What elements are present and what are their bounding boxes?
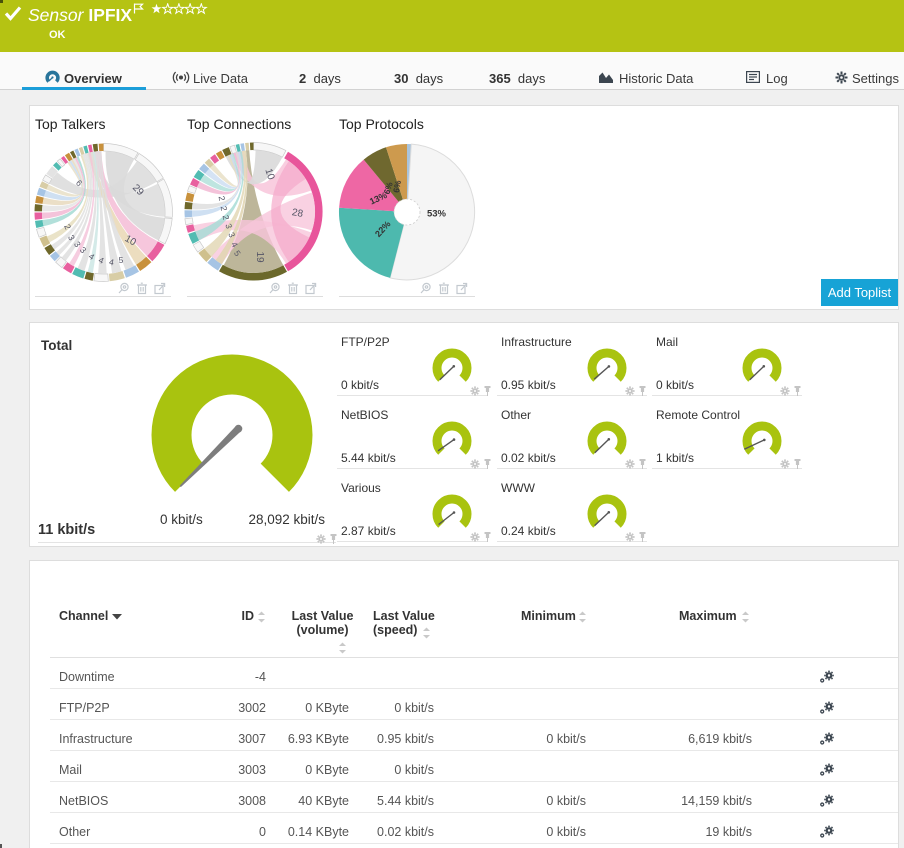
svg-text:6%: 6% xyxy=(391,179,403,193)
svg-text:19: 19 xyxy=(254,251,265,263)
svg-text:5: 5 xyxy=(232,248,243,258)
svg-text:3: 3 xyxy=(223,222,234,230)
svg-text:5: 5 xyxy=(119,255,124,265)
svg-text:2: 2 xyxy=(221,214,232,221)
svg-text:10: 10 xyxy=(123,233,139,248)
svg-text:3: 3 xyxy=(226,231,237,239)
svg-text:3: 3 xyxy=(72,239,83,249)
svg-text:2: 2 xyxy=(219,205,230,212)
svg-text:4: 4 xyxy=(87,251,97,262)
svg-text:4: 4 xyxy=(97,255,106,266)
svg-text:3: 3 xyxy=(66,233,77,242)
svg-text:2: 2 xyxy=(217,195,228,202)
svg-text:4: 4 xyxy=(108,257,115,268)
svg-text:2: 2 xyxy=(62,222,73,231)
svg-text:4: 4 xyxy=(229,240,240,249)
svg-text:6: 6 xyxy=(74,178,85,189)
svg-text:53%: 53% xyxy=(427,209,447,220)
svg-text:3: 3 xyxy=(78,245,89,256)
svg-text:6%: 6% xyxy=(381,180,394,195)
svg-text:28: 28 xyxy=(291,207,304,220)
svg-text:10: 10 xyxy=(262,167,276,181)
